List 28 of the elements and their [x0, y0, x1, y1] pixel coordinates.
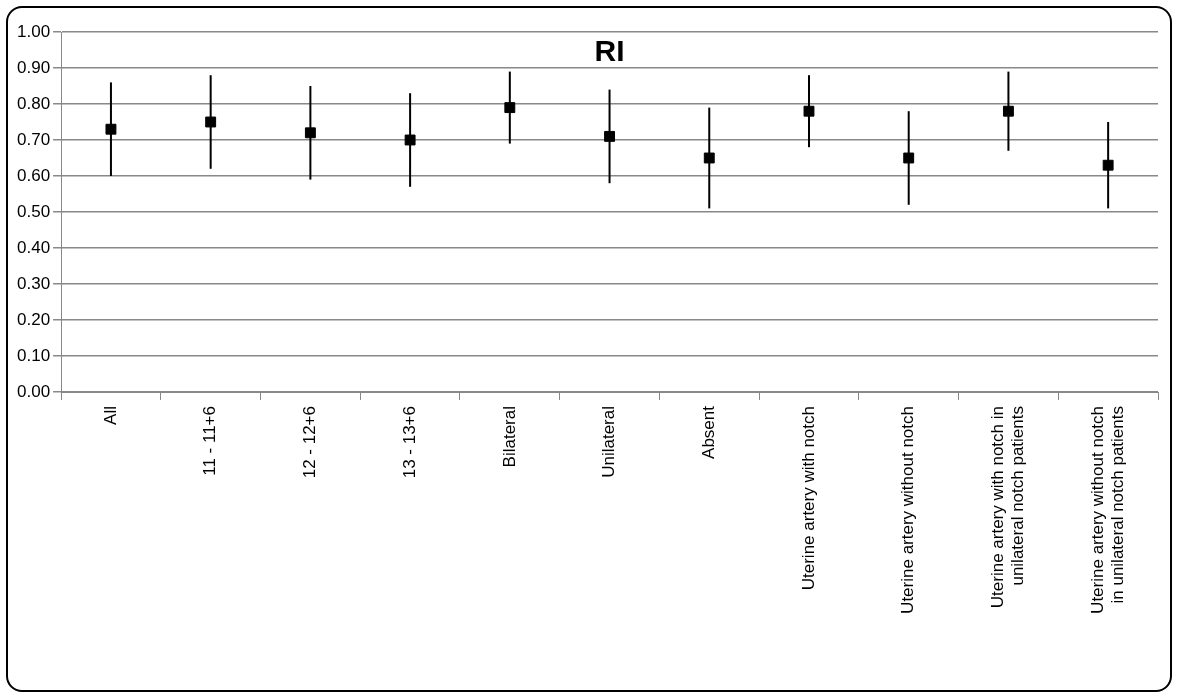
- x-tick-label: Absent: [698, 405, 718, 459]
- point: [703, 152, 715, 164]
- point: [903, 152, 915, 164]
- y-tick-label: 0.50: [16, 201, 51, 221]
- y-tick-label: 0.40: [16, 237, 51, 257]
- x-tick-label: 13 - 13+6: [399, 406, 419, 479]
- x-tick-label: All: [100, 406, 120, 425]
- x-tick-label: Bilateral: [499, 406, 519, 468]
- x-tick-label: Uterine artery with notch: [798, 406, 818, 591]
- x-tick-label: Unilateral: [599, 406, 619, 478]
- y-tick-label: 0.10: [16, 345, 51, 365]
- y-tick-label: 0.30: [16, 273, 51, 293]
- y-tick-label: 0.20: [16, 309, 51, 329]
- point: [404, 134, 416, 146]
- y-tick-label: 0.70: [16, 129, 51, 149]
- x-tick-label: 11 - 11+6: [200, 406, 220, 476]
- y-tick-label: 0.60: [16, 165, 51, 185]
- x-tick-label: 12 - 12+6: [300, 406, 320, 479]
- y-tick-label: 1.00: [16, 21, 51, 41]
- y-tick-label: 0.90: [16, 57, 51, 77]
- point: [803, 105, 815, 117]
- point: [105, 123, 117, 135]
- point: [205, 116, 217, 128]
- y-tick-label: 0.00: [16, 381, 51, 401]
- chart-title: RI: [594, 34, 625, 68]
- y-tick-label: 0.80: [16, 93, 51, 113]
- x-tick-label: Uterine artery with notch in unilateral notch patients: [988, 406, 1028, 609]
- x-tick-label: Uterine artery without notch: [898, 406, 918, 614]
